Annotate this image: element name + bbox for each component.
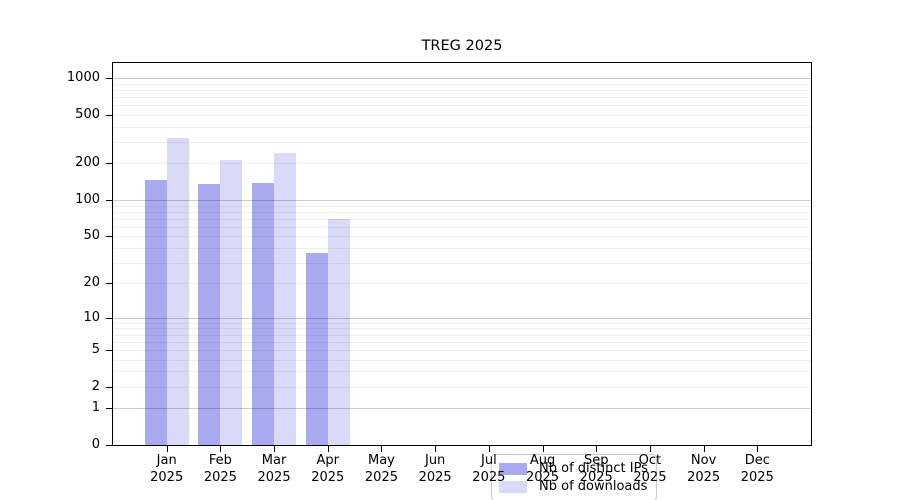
x-tick-label-may: May 2025 xyxy=(364,453,398,485)
x-tick-jan xyxy=(166,446,168,452)
y-tick-1000 xyxy=(106,78,112,80)
x-tick-label-oct: Oct 2025 xyxy=(633,453,667,485)
x-tick-feb xyxy=(220,446,222,452)
y-tick-label-500: 500 xyxy=(75,106,100,122)
gridline-y-80 xyxy=(113,211,811,213)
plot-canvas xyxy=(113,63,811,445)
gridline-y-6 xyxy=(113,341,811,343)
x-tick-label-mar: Mar 2025 xyxy=(257,453,291,485)
x-tick-label-dec: Dec 2025 xyxy=(740,453,774,485)
gridline-y-50 xyxy=(113,236,811,238)
y-tick-2 xyxy=(106,386,112,388)
y-tick-label-100: 100 xyxy=(75,192,100,207)
y-tick-label-1000: 1000 xyxy=(66,70,100,86)
x-tick-label-jun: Jun 2025 xyxy=(418,453,452,485)
y-tick-label-50: 50 xyxy=(83,228,100,244)
y-tick-1 xyxy=(106,408,112,410)
bar-downloads-jan xyxy=(166,137,189,445)
gridline-y-3 xyxy=(113,371,811,373)
x-tick-label-nov: Nov 2025 xyxy=(687,453,721,485)
gridline-y-20 xyxy=(113,283,811,285)
y-tick-50 xyxy=(106,236,112,238)
x-tick-apr xyxy=(327,446,329,452)
y-tick-0 xyxy=(106,445,112,446)
y-tick-label-1: 1 xyxy=(91,400,100,416)
gridline-y-1 xyxy=(113,408,811,410)
y-tick-label-5: 5 xyxy=(91,341,100,357)
gridline-y-200 xyxy=(113,163,811,165)
gridline-y-30 xyxy=(113,262,811,264)
y-tick-label-200: 200 xyxy=(75,155,100,171)
x-tick-nov xyxy=(703,446,705,452)
bar-distinct-ips-feb xyxy=(198,184,221,445)
plot-area: Nb of distinct IPs Nb of downloads xyxy=(112,62,812,500)
x-tick-may xyxy=(381,446,383,452)
x-tick-dec xyxy=(757,446,759,452)
gridline-y-4 xyxy=(113,359,811,361)
legend-label-distinct-ips: Nb of distinct IPs xyxy=(539,461,648,476)
gridline-y-10 xyxy=(113,317,811,319)
gridline-y-700 xyxy=(113,97,811,99)
gridline-y-7 xyxy=(113,334,811,336)
x-tick-label-jul: Jul 2025 xyxy=(472,453,506,485)
x-tick-aug xyxy=(542,446,544,452)
y-tick-label-10: 10 xyxy=(83,309,100,325)
legend-item-distinct-ips: Nb of distinct IPs xyxy=(499,461,648,478)
gridline-y-70 xyxy=(113,218,811,220)
gridline-y-2 xyxy=(113,386,811,388)
y-tick-label-20: 20 xyxy=(83,275,100,291)
legend-swatch-distinct-ips xyxy=(499,463,527,475)
bar-distinct-ips-apr xyxy=(305,253,328,445)
y-tick-500 xyxy=(106,114,112,116)
bar-distinct-ips-jan xyxy=(144,180,167,445)
x-tick-mar xyxy=(274,446,276,452)
y-tick-200 xyxy=(106,163,112,165)
x-tick-oct xyxy=(649,446,651,452)
x-tick-label-sep: Sep 2025 xyxy=(579,453,613,485)
y-tick-100 xyxy=(106,200,112,201)
gridline-y-600 xyxy=(113,105,811,107)
x-tick-label-jan: Jan 2025 xyxy=(150,453,184,485)
gridline-y-900 xyxy=(113,83,811,85)
gridline-y-5 xyxy=(113,349,811,351)
gridline-y-500 xyxy=(113,114,811,116)
x-tick-label-aug: Aug 2025 xyxy=(525,453,560,485)
gridline-y-1000 xyxy=(113,78,811,80)
bar-distinct-ips-mar xyxy=(252,183,275,445)
gridline-y-9 xyxy=(113,322,811,324)
x-tick-label-apr: Apr 2025 xyxy=(311,453,345,485)
bar-downloads-apr xyxy=(327,218,350,445)
gridline-y-60 xyxy=(113,226,811,228)
legend-label-downloads: Nb of downloads xyxy=(539,479,648,494)
gridline-y-40 xyxy=(113,247,811,249)
gridline-y-8 xyxy=(113,328,811,330)
chart-title: TREG 2025 xyxy=(421,38,503,54)
x-tick-label-feb: Feb 2025 xyxy=(203,453,237,485)
x-tick-jul xyxy=(488,446,490,452)
gridline-y-90 xyxy=(113,205,811,207)
x-tick-sep xyxy=(596,446,598,452)
gridline-y-100 xyxy=(113,200,811,201)
y-tick-5 xyxy=(106,349,112,351)
gridline-y-400 xyxy=(113,126,811,128)
x-tick-jun xyxy=(435,446,437,452)
bar-downloads-mar xyxy=(274,153,297,445)
y-tick-label-0: 0 xyxy=(91,437,100,452)
bar-downloads-feb xyxy=(220,159,243,445)
legend-swatch-downloads xyxy=(499,481,527,493)
gridline-y-800 xyxy=(113,90,811,92)
y-tick-10 xyxy=(106,317,112,319)
gridline-y-300 xyxy=(113,142,811,144)
y-tick-label-2: 2 xyxy=(91,378,100,394)
y-tick-20 xyxy=(106,283,112,285)
legend-item-downloads: Nb of downloads xyxy=(499,479,648,496)
legend: Nb of distinct IPs Nb of downloads xyxy=(491,454,657,500)
